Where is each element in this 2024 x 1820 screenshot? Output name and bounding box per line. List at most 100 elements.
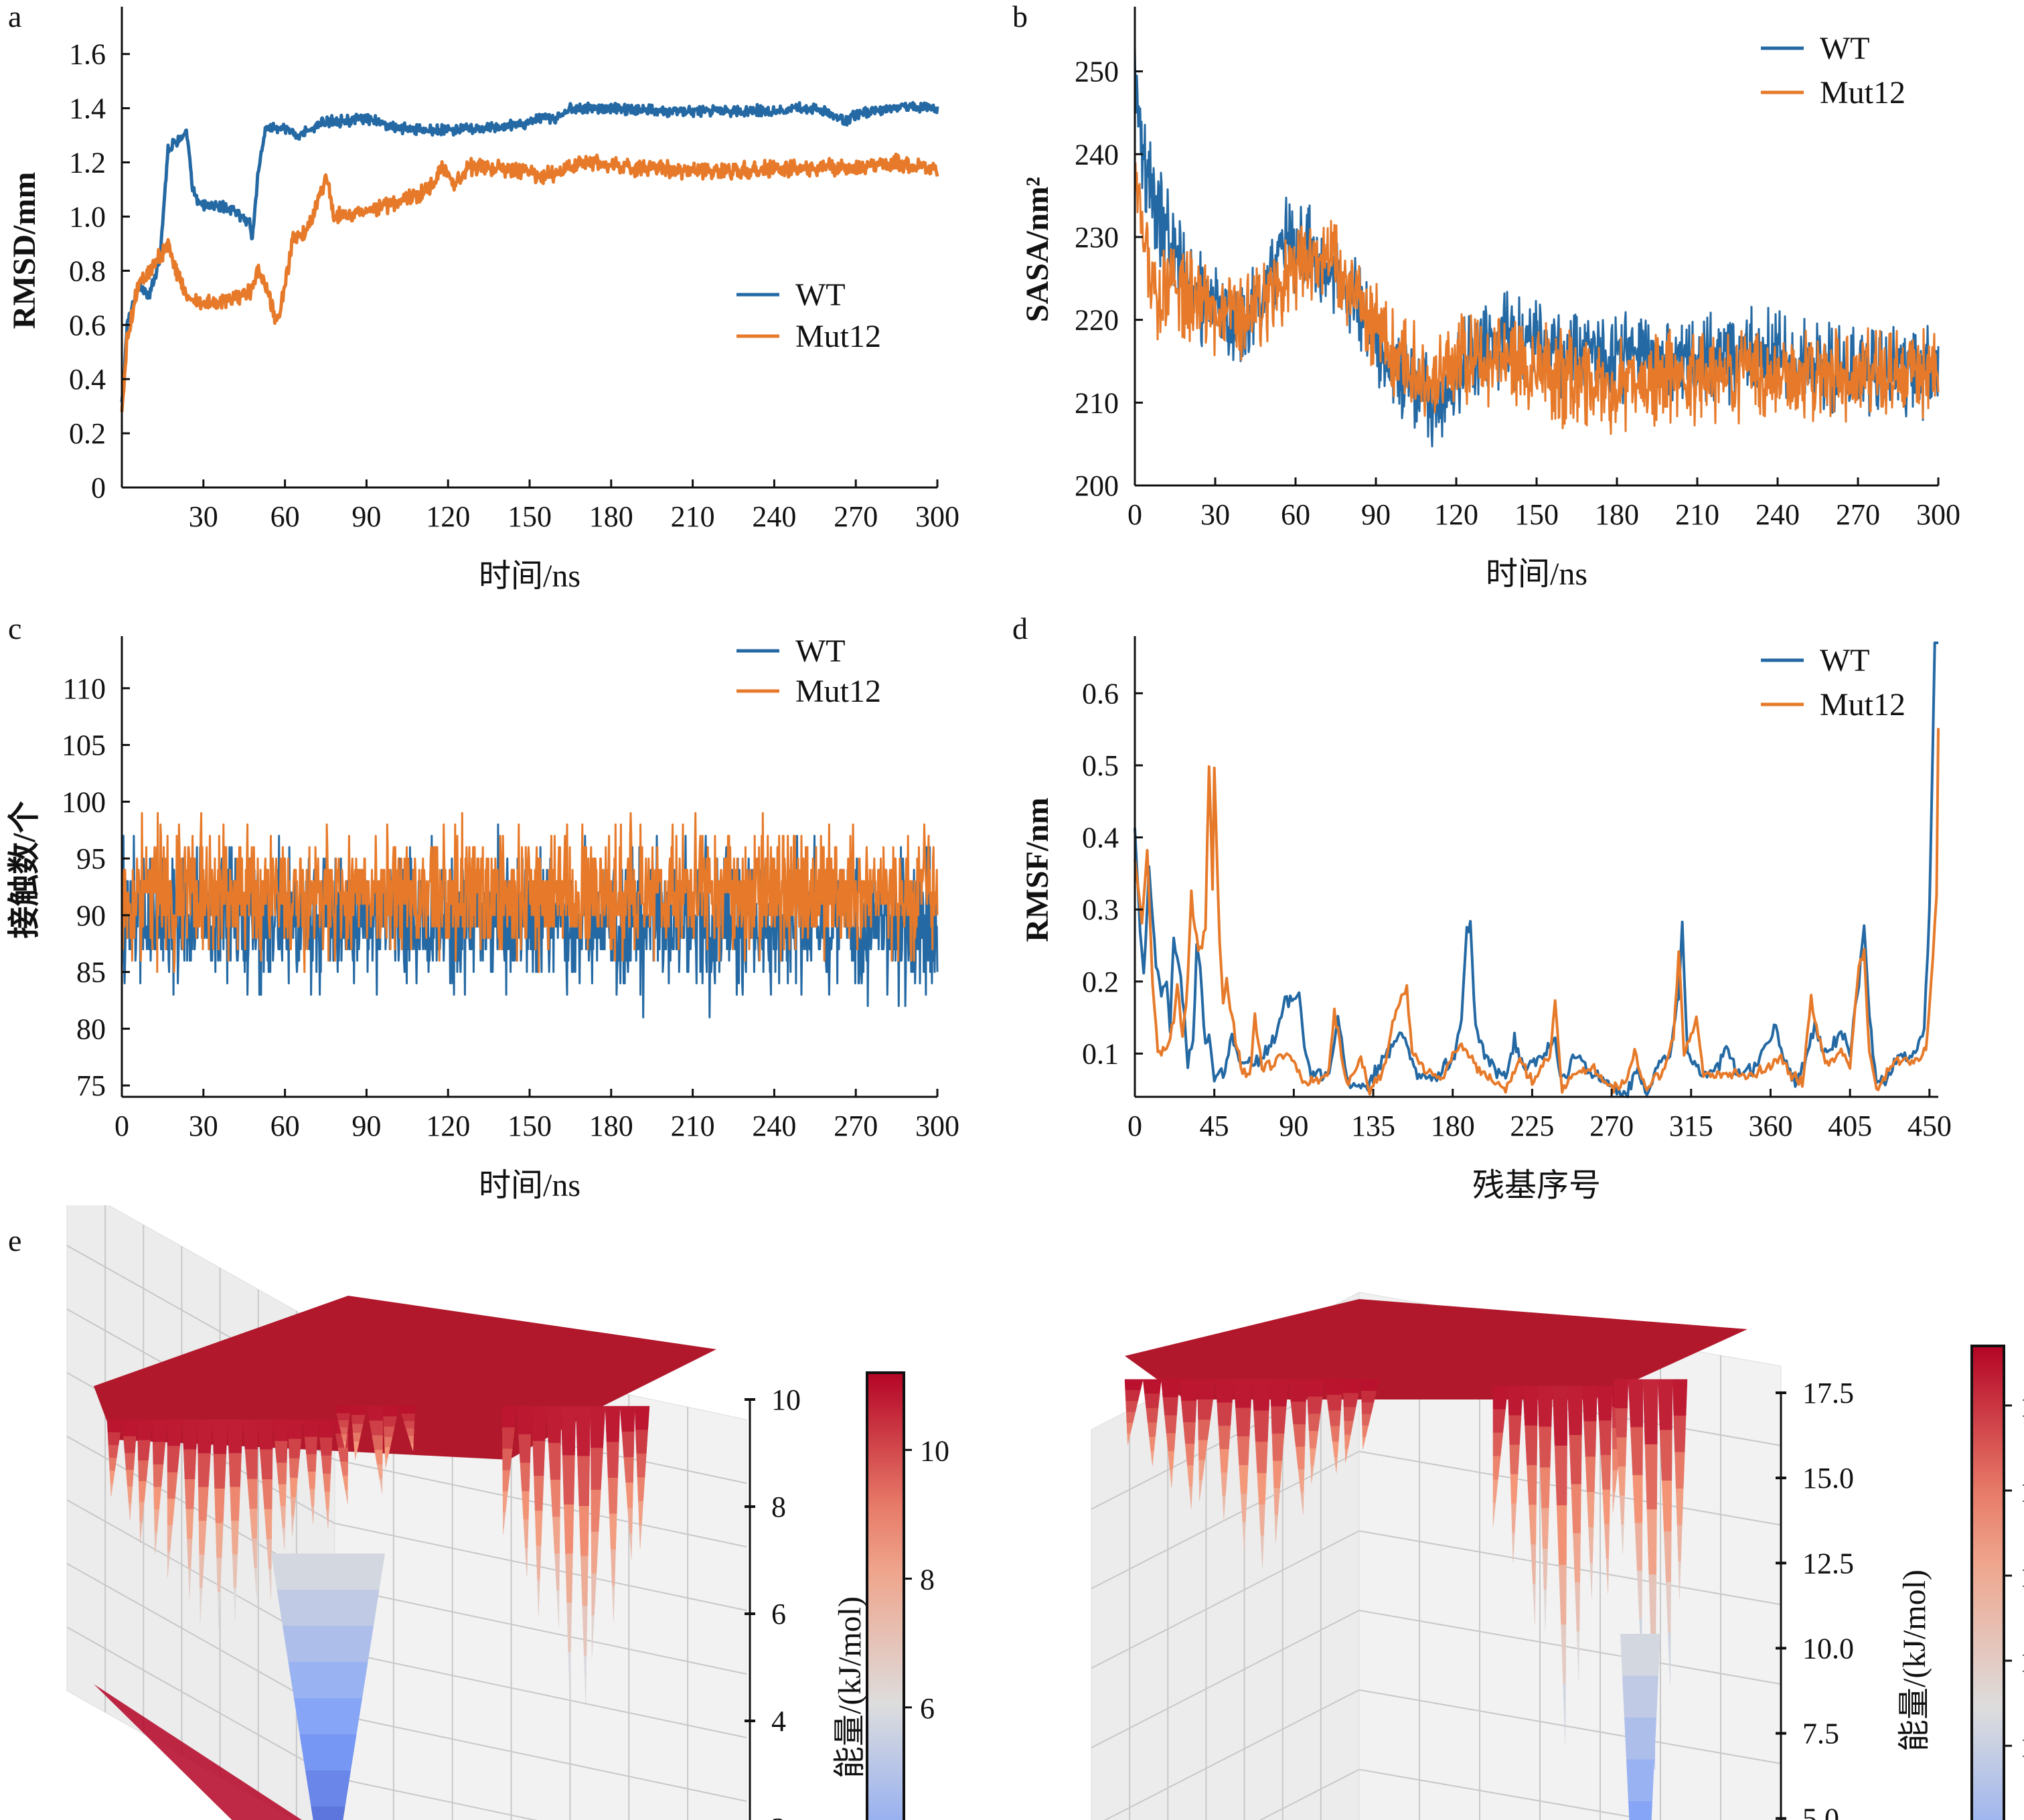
x-axis-label: 时间/ns	[479, 1168, 580, 1203]
left-pane	[1091, 1292, 1360, 1820]
colorbar-tick-label: 10	[2020, 1730, 2024, 1763]
surface-facet	[1188, 1487, 1193, 1509]
x-tick-label: 360	[1748, 1110, 1792, 1142]
surface-facet	[1571, 1484, 1581, 1534]
surface-facet	[531, 1406, 547, 1442]
colorbar-tick-label: 16	[2020, 1475, 2024, 1508]
surface-facet	[1218, 1426, 1231, 1450]
x-tick-label: 0	[1127, 498, 1142, 531]
surface-facet	[1552, 1385, 1568, 1446]
surface-facet	[1251, 1379, 1271, 1411]
chart-d-rmsf: 0 45 90 135 180 225 270 315 360 405 450 0.1 0.2 0.3 0.…	[1020, 636, 1952, 1203]
z-tick-label: 17.5	[1802, 1377, 1854, 1410]
energy-well	[1624, 1718, 1656, 1760]
y-tick-label: 0.2	[1082, 966, 1119, 998]
surface-facet	[1271, 1433, 1285, 1461]
surface-facet	[288, 1438, 302, 1459]
surface-facet	[306, 1454, 317, 1472]
series-line-mut12	[1134, 162, 1940, 435]
surface-facet	[337, 1420, 349, 1428]
surface-facet	[212, 1419, 228, 1454]
grid-line	[66, 1626, 335, 1778]
z-axis-label: 能量/(kJ/mol)	[1897, 1570, 1932, 1752]
grid-line	[1358, 1450, 1782, 1526]
surface-facet	[1600, 1454, 1612, 1490]
surface-facet	[1334, 1457, 1338, 1473]
surface-facet	[562, 1455, 575, 1505]
energy-well	[294, 1698, 362, 1734]
x-tick-label: 270	[1589, 1110, 1634, 1142]
surface-facet	[126, 1469, 134, 1487]
surface-plot: 02.55.07.510.012.515.017.5403020100-15-1…	[1091, 1292, 1932, 1820]
surface-facet	[122, 1419, 138, 1437]
surface-facet	[352, 1424, 364, 1434]
surface-facet	[1219, 1449, 1229, 1473]
surface-facet	[612, 1585, 615, 1622]
legend-label-mut12: Mut12	[1820, 75, 1905, 110]
y-tick-label: 105	[62, 729, 106, 762]
surface-facet	[1255, 1442, 1268, 1474]
surface-facet	[303, 1419, 319, 1438]
surface-facet	[1659, 1430, 1672, 1481]
x-tick-label: 270	[1836, 498, 1880, 531]
surface-facet	[184, 1479, 196, 1510]
surface-facet	[1583, 1421, 1597, 1457]
surface-facet	[1179, 1379, 1198, 1401]
surface-facet	[584, 1655, 587, 1706]
panel-letter-b: b	[1012, 0, 1028, 33]
x-tick-label: 60	[270, 1110, 300, 1142]
x-tick-label: 210	[671, 500, 715, 533]
surface-facet	[1615, 1408, 1628, 1438]
surface-facet	[565, 1553, 573, 1604]
surface-facet	[257, 1419, 273, 1450]
surface-facet	[516, 1406, 532, 1435]
x-tick-label: 150	[508, 1110, 552, 1142]
legend-label-mut12: Mut12	[795, 319, 881, 354]
surface-facet	[227, 1419, 243, 1454]
surface-mut12: 02.55.07.510.012.515.017.5403020100-15-1…	[1091, 1292, 2024, 1820]
grid-line	[1259, 1768, 1360, 1820]
surface-facet	[317, 1419, 333, 1438]
surface-facet	[137, 1419, 153, 1440]
z-tick-label: 5.0	[1802, 1803, 1839, 1820]
surface-facet	[1342, 1379, 1362, 1393]
surface-facet	[382, 1406, 400, 1417]
surface-facet	[1612, 1491, 1616, 1513]
surface-facet	[501, 1406, 518, 1428]
surface-facet	[1585, 1456, 1596, 1493]
y-tick-label: 110	[63, 672, 106, 705]
surface-facet	[1657, 1379, 1673, 1430]
grid-line	[334, 1523, 747, 1611]
surface-facet	[383, 1416, 397, 1428]
grid-line	[334, 1714, 747, 1802]
surface-facet	[1541, 1508, 1549, 1549]
surface-facet	[503, 1513, 506, 1535]
colorbar-tick-label: 10	[920, 1434, 949, 1467]
panel-letter-a: a	[8, 0, 22, 33]
surface-facet	[1306, 1379, 1325, 1397]
x-tick-label: 120	[426, 500, 470, 533]
surface-facet	[1492, 1503, 1496, 1527]
surface-facet	[1142, 1379, 1162, 1394]
surface-facet	[1672, 1379, 1688, 1416]
x-tick-label: 135	[1351, 1110, 1395, 1142]
y-tick-label: 100	[62, 785, 106, 818]
surface-facet	[319, 1437, 333, 1456]
surface-facet	[1509, 1444, 1520, 1474]
y-tick-label: 240	[1075, 138, 1119, 171]
y-tick-label: 80	[76, 1012, 106, 1045]
surface-facet	[1525, 1425, 1538, 1466]
surface-facet	[215, 1523, 224, 1558]
surface-facet	[1183, 1422, 1196, 1444]
surface-facet	[634, 1406, 650, 1430]
surface-facet	[532, 1440, 546, 1476]
surface-facet	[254, 1568, 257, 1598]
y-tick-label: 0.1	[1082, 1037, 1119, 1070]
z-tick-label: 15.0	[1802, 1462, 1854, 1495]
energy-well	[277, 1590, 380, 1626]
surface-facet	[137, 1440, 151, 1461]
surface-facet	[1533, 1584, 1536, 1624]
surface-facet	[1668, 1633, 1671, 1684]
floor-contour	[94, 1684, 302, 1820]
surface-facet	[401, 1413, 415, 1422]
